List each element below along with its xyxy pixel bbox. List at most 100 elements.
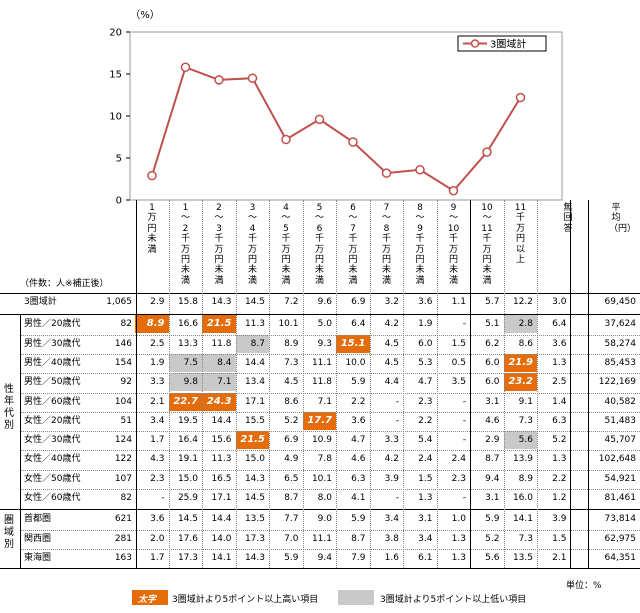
value-cell: 5.9 [351,514,366,525]
value-cell: 14.1 [512,514,533,525]
value-cell: 14.5 [244,493,265,503]
value-cell: 3.6 [552,338,567,349]
highlight-legend: 太字 3圏域計より5ポイント以上高い項目 3圏域計より5ポイント以上低い項目 [130,590,630,608]
y-tick-label: 15 [109,70,122,81]
value-cell: 2.0 [150,533,165,544]
value-cell: 1.3 [451,533,466,544]
value-cell: 1.9 [418,319,433,330]
average-cell: 45,707 [604,435,637,446]
value-cell: 6.5 [284,473,299,484]
value-cell: 5.6 [503,431,537,450]
col-line [235,200,237,569]
value-cell: 2.4 [451,454,466,465]
value-cell: 10.9 [311,435,332,446]
col-line [403,200,404,569]
value-cell: 16.4 [177,435,198,446]
data-point [448,186,459,196]
col-line [269,200,270,569]
sample-count: 621 [114,514,132,525]
row-label: 男性／30歳代 [24,338,81,349]
value-cell: 24.3 [202,392,236,411]
value-cell: 7.3 [284,357,299,368]
value-cell: 17.1 [211,493,232,503]
value-cell: - [462,319,466,330]
sample-count: 82 [120,493,132,503]
row-divider [20,548,640,550]
sample-count: 124 [114,435,132,446]
value-cell: 1.5 [418,473,433,484]
row-divider [20,431,640,433]
series-line [151,65,522,193]
value-cell: 5.7 [485,297,500,307]
row-divider [20,373,640,375]
value-cell: 11.8 [311,377,332,388]
col-line-strong [588,200,589,569]
row-label: 女性／30歳代 [24,435,81,446]
value-cell: 25.9 [177,493,198,503]
value-cell: 3.5 [451,377,466,388]
group-label-region: 圏域別 [4,515,14,551]
value-cell: 5.9 [284,552,299,563]
value-cell: 15.0 [177,473,198,484]
value-cell: 11.1 [311,533,332,544]
row-label: 男性／40歳代 [24,357,81,368]
value-cell: 9.6 [317,297,332,307]
value-cell: 6.9 [284,435,299,446]
data-point [415,165,425,175]
value-cell: 13.9 [512,454,533,465]
row-divider [20,469,640,471]
value-cell: 15.1 [336,334,370,353]
value-cell: 14.5 [177,514,198,525]
value-cell: - [462,415,466,426]
value-cell: 3.3 [150,377,165,388]
value-cell: 2.3 [418,396,433,407]
value-cell: 4.5 [284,377,299,388]
value-cell: 15.0 [244,454,265,465]
high-swatch: 太字 [132,590,168,605]
average-cell: 81,461 [604,493,637,503]
data-point [314,114,325,125]
sample-note: （件数：人※補正後） [20,279,109,289]
col-line [369,200,371,569]
col-line [436,200,438,569]
data-point [381,168,392,178]
value-cell: 3.6 [418,297,433,307]
average-cell: 40,582 [604,396,637,407]
value-cell: 2.1 [150,396,165,407]
value-cell: 4.2 [384,319,399,330]
value-cell: 3.9 [552,514,567,525]
value-cell: 1.3 [418,493,433,503]
value-cell: 2.2 [552,473,567,484]
value-cell: 7.2 [284,297,299,307]
value-cell: 3.4 [418,533,433,544]
value-cell: 13.4 [244,377,265,388]
value-cell: 6.0 [485,357,500,368]
y-tick-label: 0 [116,196,122,206]
value-cell: 2.9 [485,435,500,446]
group-label-sexage: 性年代別 [4,384,14,432]
average-cell: 58,274 [604,338,637,349]
value-cell: 21.5 [235,431,269,450]
value-cell: 17.3 [177,552,198,563]
value-cell: 1.5 [552,533,567,544]
unit-note: 単位：% [566,581,602,591]
value-cell: 5.6 [485,552,500,563]
value-cell: 8.6 [518,338,533,349]
value-cell: 4.7 [351,435,366,446]
value-cell: 1.3 [552,454,567,465]
value-cell: 21.9 [503,353,537,372]
col-line-strong [470,200,471,569]
average-cell: 69,450 [604,297,637,307]
value-cell: 3.9 [384,473,399,484]
value-cell: 8.7 [485,454,500,465]
value-cell: - [161,493,165,503]
sample-count: 51 [120,415,132,426]
average-cell: 54,921 [604,473,637,484]
row-label: 女性／20歳代 [24,415,81,426]
value-cell: 5.2 [284,415,299,426]
value-cell: 6.0 [485,377,500,388]
row-divider [20,392,640,394]
value-cell: 9.1 [518,396,533,407]
average-cell: 37,624 [604,319,637,330]
value-cell: - [395,415,399,426]
